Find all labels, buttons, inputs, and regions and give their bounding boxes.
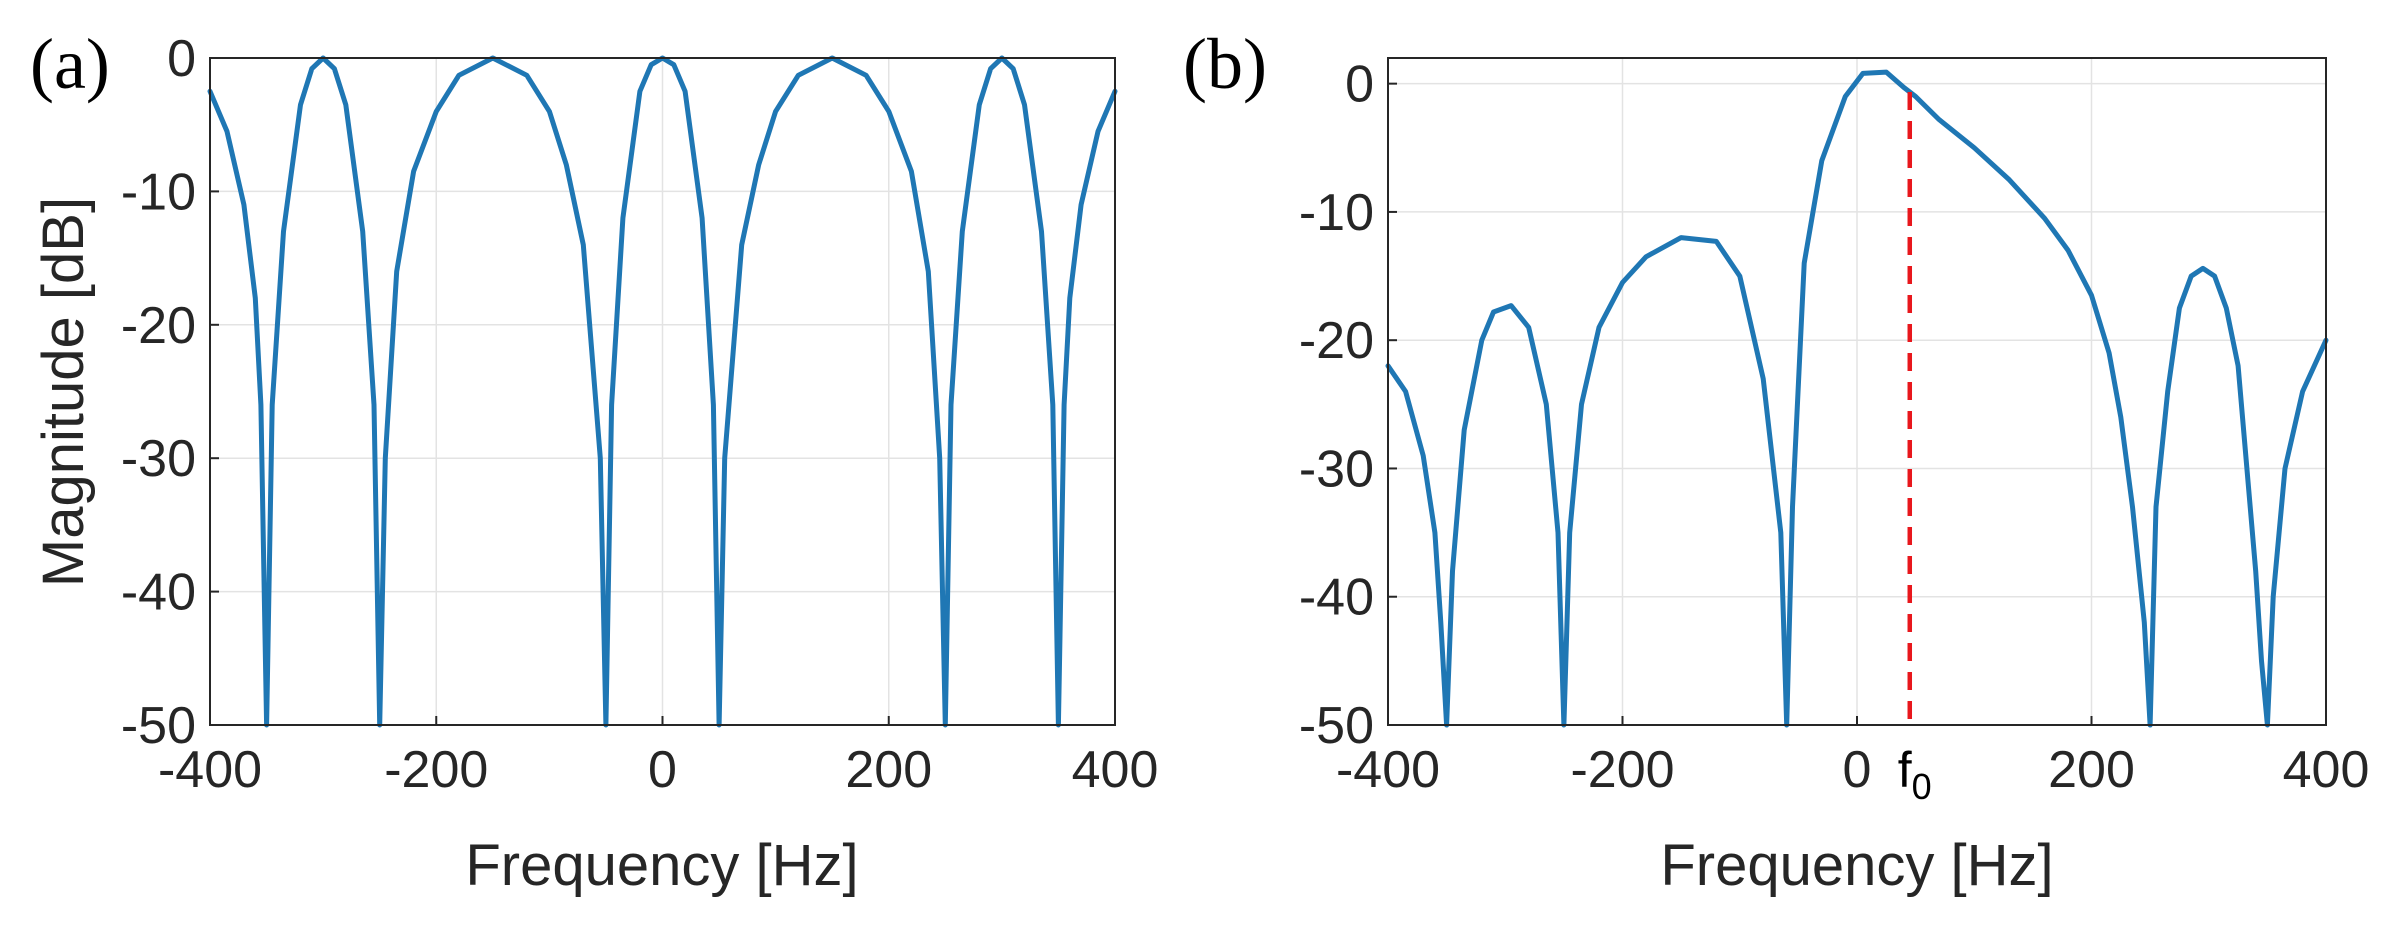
x-tick-label: -200	[384, 741, 488, 799]
series-line-b	[1385, 69, 2329, 728]
y-tick-label: -50	[1299, 697, 1374, 755]
x-tick-label: 200	[845, 741, 932, 799]
x-tick-label: 200	[2048, 741, 2135, 799]
y-tick-label: 0	[1345, 56, 1374, 114]
x-tick-label: 0	[1843, 741, 1872, 799]
f0-label-base: f	[1898, 742, 1912, 798]
x-tick-label: 0	[648, 741, 677, 799]
y-tick-label: -40	[121, 564, 196, 622]
x-tick-label: -400	[158, 741, 262, 799]
panel-label-b: (b)	[1183, 24, 1267, 104]
y-tick-label: -50	[121, 697, 196, 755]
x-axis-label-b: Frequency [Hz]	[1660, 833, 2053, 898]
x-tick-label: 400	[2283, 741, 2370, 799]
y-tick-label: -40	[1299, 569, 1374, 627]
y-tick-label: 0	[167, 30, 196, 88]
y-axis-label-a: Magnitude [dB]	[31, 197, 96, 587]
grid-b	[1387, 58, 2327, 726]
f0-label-subscript: 0	[1912, 766, 1932, 807]
y-tick-label: -20	[121, 297, 196, 355]
x-axis-label-a: Frequency [Hz]	[465, 833, 858, 898]
tick-labels-a: -400 -200 0 200 400 0 -10 -20 -30 -40 -50	[121, 30, 1159, 799]
x-tick-label: -400	[1336, 741, 1440, 799]
f0-marker-label: f0	[1898, 742, 1932, 807]
y-tick-label: -20	[1299, 312, 1374, 370]
y-tick-label: -10	[1299, 184, 1374, 242]
ticks-a	[209, 57, 1116, 726]
panel-label-a: (a)	[30, 24, 110, 104]
tick-labels-b: -400 -200 0 200 400 0 -10 -20 -30 -40 -50	[1299, 56, 2370, 799]
ticks-b	[1387, 82, 2327, 726]
y-tick-label: -30	[1299, 440, 1374, 498]
grid-a	[209, 57, 1116, 726]
panel-a: (a) -400 -200 0 200 400 0 -10 -20 -30 -40 -50 Freq…	[30, 24, 1158, 898]
y-tick-label: -10	[121, 163, 196, 221]
x-tick-label: -200	[1570, 741, 1674, 799]
x-tick-label: 400	[1072, 741, 1159, 799]
y-tick-label: -30	[121, 430, 196, 488]
